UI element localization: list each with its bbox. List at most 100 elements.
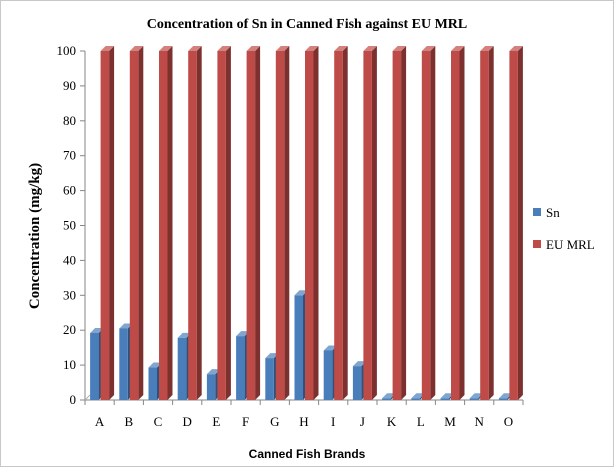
bar-sn-g <box>265 358 274 400</box>
bar-sn-k <box>382 398 391 400</box>
x-tick-label: F <box>242 414 249 429</box>
x-tick-label: A <box>95 414 105 429</box>
y-tick-label: 50 <box>63 218 76 233</box>
bar-top <box>100 46 115 51</box>
x-axis-label: Canned Fish Brands <box>249 447 366 461</box>
x-tick-label: H <box>299 414 308 429</box>
bar-side <box>284 46 290 400</box>
bar-top <box>206 369 221 375</box>
bar-top <box>480 46 494 51</box>
y-tick-label: 0 <box>70 392 77 407</box>
bar-eu-mrl-k <box>392 51 402 400</box>
bar-top <box>323 345 338 351</box>
bar-side <box>488 46 494 400</box>
y-tick-label: 90 <box>63 78 76 93</box>
bar-sn-e <box>206 374 216 400</box>
bar-side <box>225 46 231 400</box>
bar-top <box>148 362 162 368</box>
bar-top <box>177 332 192 338</box>
bar-eu-mrl-d <box>188 51 197 400</box>
bar-sn-c <box>148 367 157 400</box>
y-axis-ticks: 0 10 20 30 40 50 60 70 80 90 100 <box>57 43 85 407</box>
x-tick-label: M <box>444 414 456 429</box>
bar-side <box>517 46 523 400</box>
bar-top <box>498 393 513 399</box>
x-tick-label: L <box>417 414 425 429</box>
bar-sn-h <box>294 295 303 400</box>
y-tick-label: 70 <box>63 148 76 163</box>
bar-top <box>440 393 454 399</box>
bar-eu-mrl-j <box>363 51 372 400</box>
legend-swatch-sn <box>533 208 541 216</box>
bar-top <box>382 393 396 399</box>
bar-side <box>167 46 173 400</box>
bar-top <box>352 361 367 367</box>
bar-sn-n <box>469 398 479 400</box>
bars <box>90 46 523 400</box>
bar-eu-mrl-g <box>275 51 285 400</box>
bar-sn-i <box>323 350 333 400</box>
bar-sn-b <box>119 328 128 400</box>
floor-edge <box>84 394 91 401</box>
bar-side <box>342 46 348 400</box>
y-tick-label: 60 <box>63 183 76 198</box>
bar-eu-mrl-f <box>246 51 256 400</box>
bar-eu-mrl-c <box>159 51 168 400</box>
bar-top <box>294 290 308 296</box>
bar-eu-mrl-e <box>217 51 226 400</box>
y-tick-label: 30 <box>63 287 76 302</box>
x-tick-label: K <box>387 414 397 429</box>
bar-side <box>313 46 319 400</box>
bar-top <box>509 46 523 51</box>
legend: Sn EU MRL <box>533 205 595 252</box>
bar-side <box>401 46 407 400</box>
bar-top <box>411 393 425 399</box>
legend-label-sn: Sn <box>546 205 560 220</box>
bar-eu-mrl-h <box>305 51 314 400</box>
y-tick-label: 20 <box>63 322 76 337</box>
bar-side <box>109 46 115 400</box>
bar-top <box>363 46 377 51</box>
x-tick-label: J <box>360 414 365 429</box>
legend-swatch-eu-mrl <box>533 240 541 248</box>
bar-top <box>451 46 465 51</box>
bar-top <box>129 46 144 51</box>
bar-side <box>196 46 202 400</box>
bar-top <box>236 331 250 337</box>
bar-sn-j <box>352 366 362 400</box>
y-tick-label: 80 <box>63 113 76 128</box>
bar-top <box>469 393 484 399</box>
x-tick-label: D <box>183 414 192 429</box>
bar-eu-mrl-i <box>334 51 343 400</box>
bar-top <box>265 353 279 359</box>
bar-eu-mrl-a <box>100 51 110 400</box>
bar-top <box>334 46 348 51</box>
bar-side <box>371 46 377 400</box>
x-tick-label: N <box>475 414 485 429</box>
bar-top <box>90 327 104 333</box>
y-tick-label: 10 <box>63 357 76 372</box>
bar-side <box>459 46 465 400</box>
bar-sn-o <box>498 398 508 400</box>
bar-top <box>246 46 261 51</box>
bar-side <box>430 46 436 400</box>
bar-eu-mrl-m <box>451 51 460 400</box>
x-tick-label: B <box>124 414 133 429</box>
legend-label-eu-mrl: EU MRL <box>546 237 595 252</box>
x-tick-label: C <box>154 414 163 429</box>
bar-sn-f <box>236 336 245 400</box>
bar-top <box>188 46 202 51</box>
x-tick-label: O <box>504 414 513 429</box>
bar-eu-mrl-l <box>421 51 431 400</box>
bar-sn-d <box>177 337 187 400</box>
bar-sn-l <box>411 398 420 400</box>
y-axis-label: Concentration (mg/kg) <box>27 163 43 309</box>
chart-title: Concentration of Sn in Canned Fish again… <box>147 17 468 32</box>
bar-top <box>392 46 407 51</box>
bar-side <box>138 46 144 400</box>
bar-sn-m <box>440 398 449 400</box>
x-tick-label: I <box>331 414 335 429</box>
bar-top <box>421 46 436 51</box>
bar-eu-mrl-n <box>480 51 489 400</box>
